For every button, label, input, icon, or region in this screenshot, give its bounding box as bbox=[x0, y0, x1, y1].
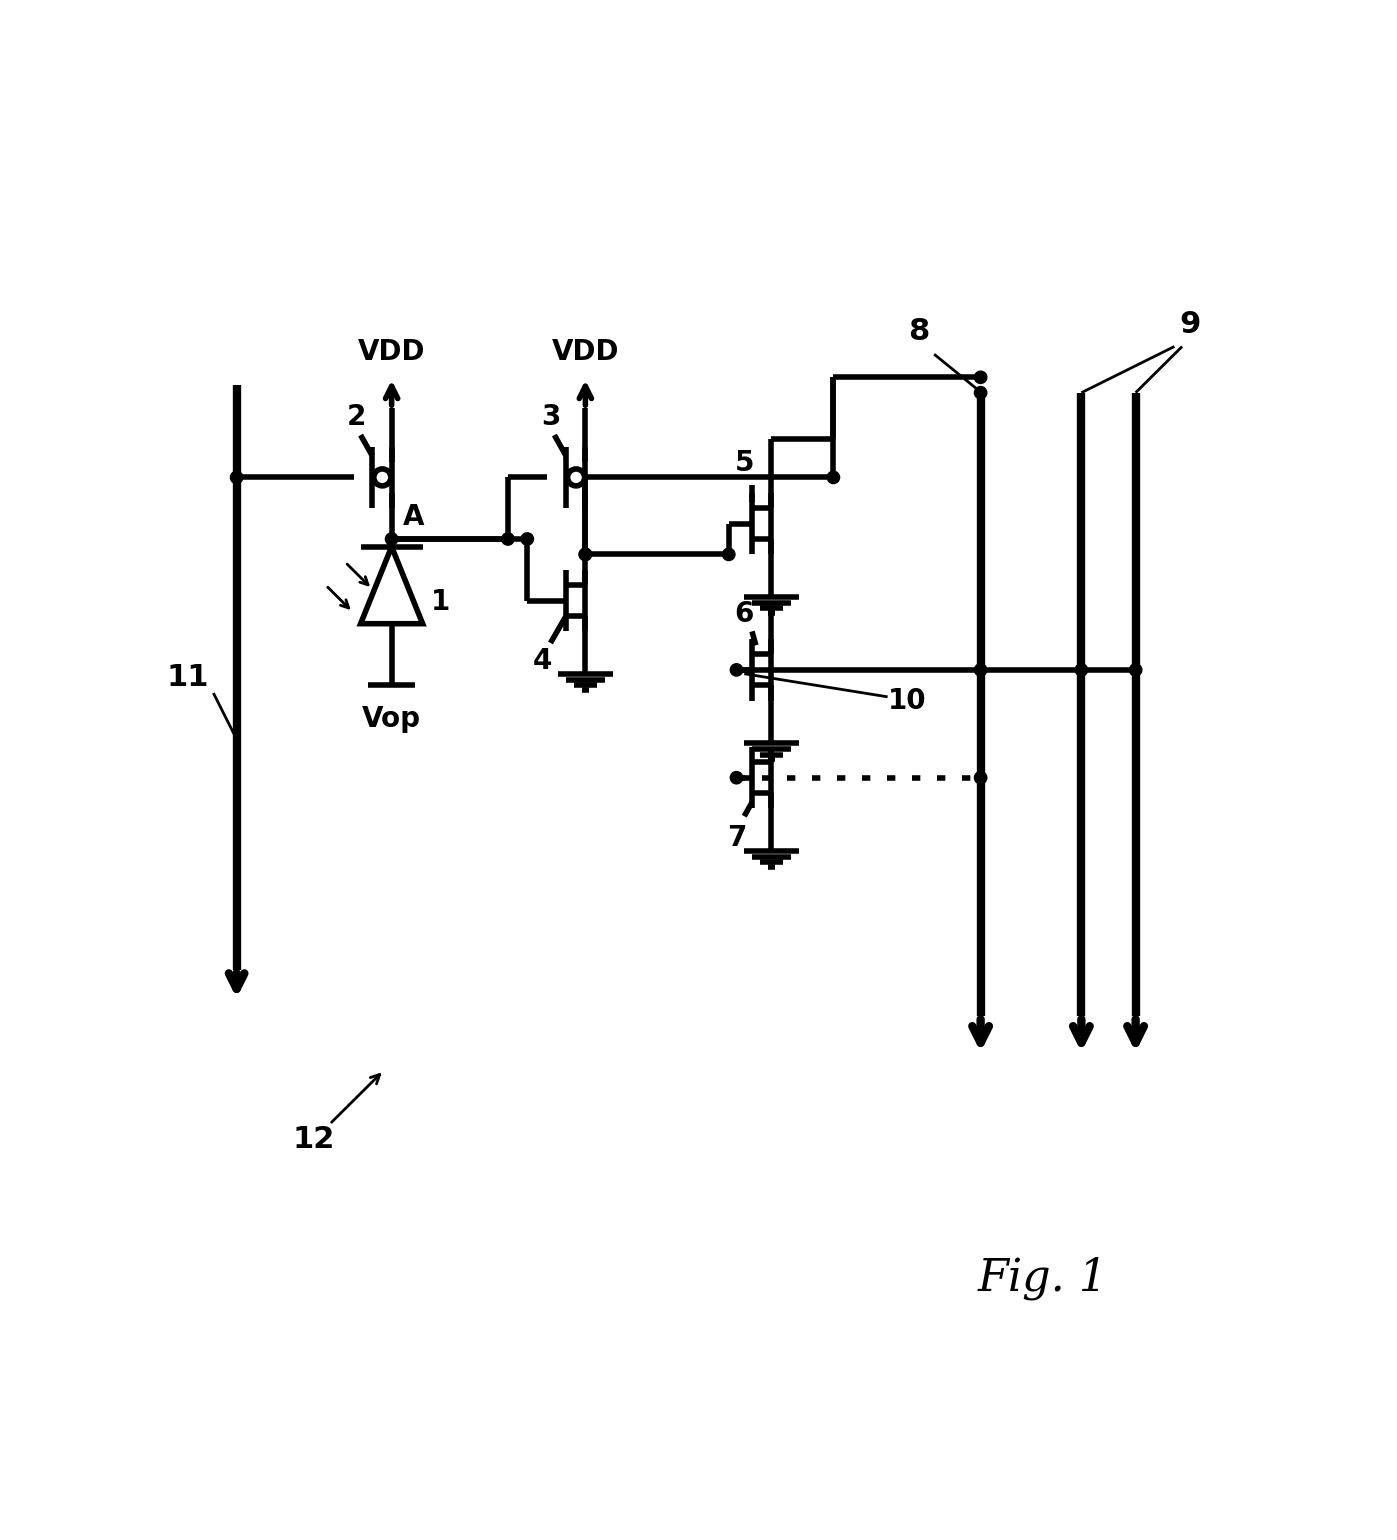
Circle shape bbox=[975, 371, 986, 383]
Circle shape bbox=[231, 471, 243, 484]
Circle shape bbox=[722, 548, 735, 561]
Text: 11: 11 bbox=[168, 664, 210, 691]
Text: VDD: VDD bbox=[358, 337, 425, 365]
Circle shape bbox=[1129, 664, 1141, 676]
Circle shape bbox=[827, 471, 840, 484]
Circle shape bbox=[975, 387, 986, 399]
Circle shape bbox=[731, 772, 743, 784]
Circle shape bbox=[731, 664, 743, 676]
Circle shape bbox=[975, 664, 986, 676]
Circle shape bbox=[975, 772, 986, 784]
Text: 1: 1 bbox=[430, 588, 450, 616]
Text: 8: 8 bbox=[908, 317, 929, 347]
Circle shape bbox=[374, 468, 391, 485]
Text: 9: 9 bbox=[1179, 310, 1200, 339]
Text: 12: 12 bbox=[293, 1126, 335, 1153]
Text: A: A bbox=[404, 504, 425, 531]
Text: 5: 5 bbox=[735, 450, 754, 477]
Circle shape bbox=[386, 533, 398, 545]
Circle shape bbox=[1076, 664, 1088, 676]
Circle shape bbox=[521, 533, 534, 545]
Text: 2: 2 bbox=[346, 403, 366, 431]
Circle shape bbox=[567, 468, 584, 485]
Circle shape bbox=[580, 548, 591, 561]
Text: Fig. 1: Fig. 1 bbox=[978, 1257, 1108, 1300]
Text: 7: 7 bbox=[726, 824, 746, 852]
Circle shape bbox=[580, 548, 591, 561]
Text: VDD: VDD bbox=[552, 337, 619, 365]
Text: Vop: Vop bbox=[362, 704, 420, 733]
Text: 4: 4 bbox=[534, 647, 552, 675]
Text: 3: 3 bbox=[541, 403, 560, 431]
Circle shape bbox=[502, 533, 514, 545]
Text: 10: 10 bbox=[887, 687, 926, 715]
Text: 6: 6 bbox=[735, 599, 754, 627]
